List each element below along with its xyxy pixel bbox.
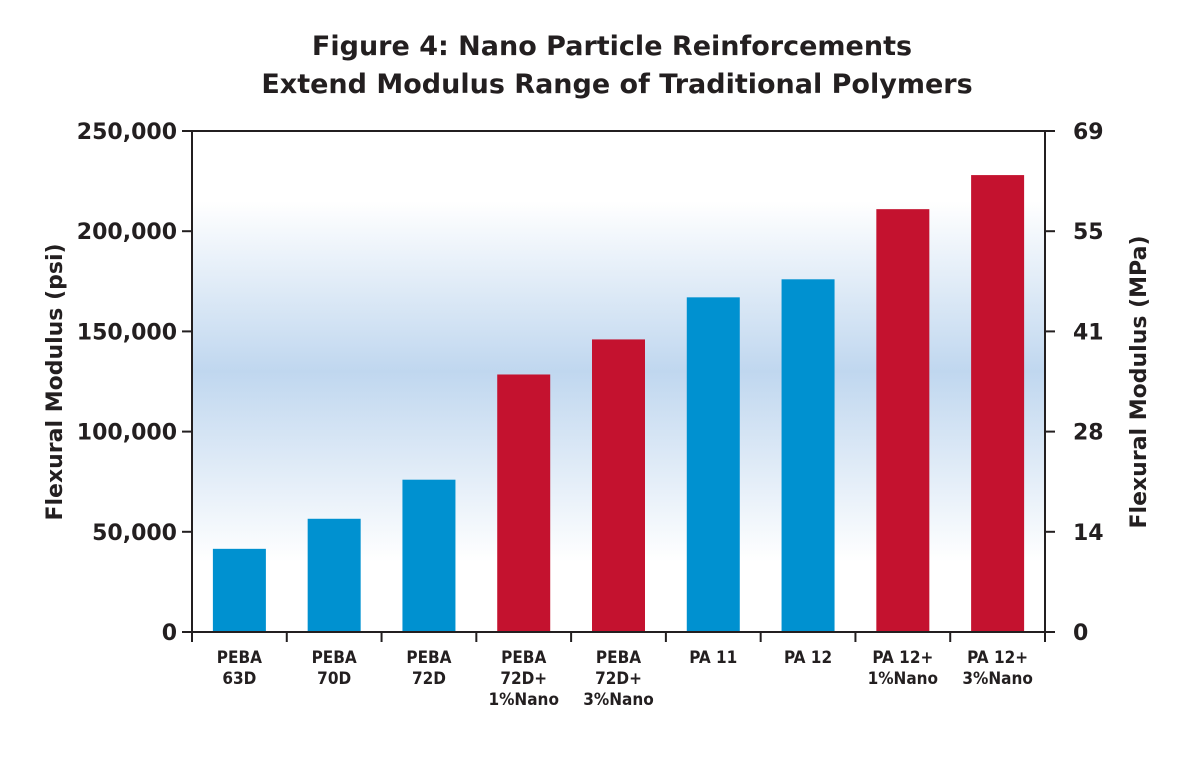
y-tick-label-right: 28 <box>1073 421 1104 446</box>
y-axis-title-right: Flexural Modulus (MPa) <box>1127 236 1152 529</box>
x-tick-label: PEBA 72D+ 3%Nano <box>583 648 653 710</box>
x-tick-label: PEBA 63D <box>217 648 262 689</box>
chart-title-line-1: Figure 4: Nano Particle Reinforcements <box>312 31 912 62</box>
x-tick-label: PA 12+ 1%Nano <box>868 648 938 689</box>
y-tick-label-left: 250,000 <box>77 120 177 145</box>
bar <box>971 175 1025 632</box>
y-tick-label-left: 100,000 <box>77 421 177 446</box>
y-tick-label-right: 55 <box>1073 220 1104 245</box>
axes-group <box>191 130 1046 633</box>
category-labels-group: PEBA 63D PEBA 70D PEBA 72D PEBA 72D+ 1%Nano PEBA 7… <box>217 648 1033 710</box>
ticks-group: 0 0 50,000 14 100,000 28 150,000 41 200,000 55 250… <box>77 120 1104 646</box>
x-tick-label: PA 11 <box>689 648 737 668</box>
bar <box>592 339 645 632</box>
y-tick-label-right: 41 <box>1073 320 1104 345</box>
bar <box>212 548 266 632</box>
bars-group <box>212 175 1025 632</box>
x-tick-label: PEBA 72D+ 1%Nano <box>488 648 558 710</box>
bar <box>497 374 551 632</box>
bar <box>781 279 835 632</box>
x-tick-label: PEBA 72D <box>406 648 451 689</box>
y-tick-label-left: 0 <box>162 621 177 646</box>
bar <box>307 518 361 632</box>
bar <box>686 297 740 632</box>
bar <box>402 479 456 632</box>
y-axis-title-left: Flexural Modulus (psi) <box>43 243 68 520</box>
bar <box>876 209 930 632</box>
y-tick-label-left: 200,000 <box>77 220 177 245</box>
y-tick-label-right: 14 <box>1073 521 1104 546</box>
chart-title-line-2: Extend Modulus Range of Traditional Poly… <box>261 69 972 100</box>
y-tick-label-left: 150,000 <box>77 320 177 345</box>
y-tick-label-left: 50,000 <box>92 521 177 546</box>
x-tick-label: PEBA 70D <box>312 648 357 689</box>
x-tick-label: PA 12+ 3%Nano <box>962 648 1032 689</box>
y-tick-label-right: 0 <box>1073 621 1088 646</box>
y-tick-label-right: 69 <box>1073 120 1104 145</box>
x-tick-label: PA 12 <box>784 648 832 668</box>
